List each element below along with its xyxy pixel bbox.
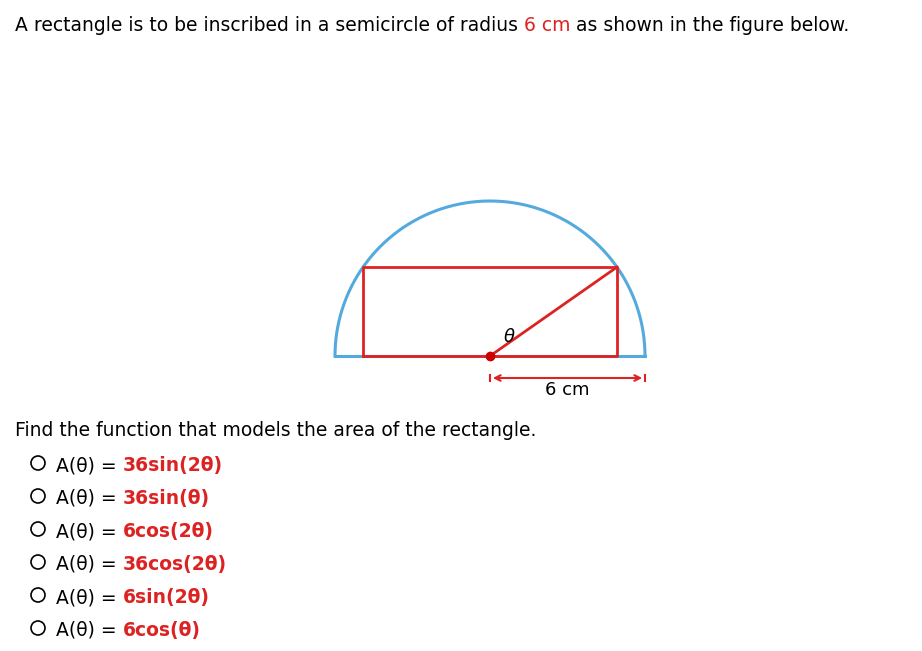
Text: as shown in the figure below.: as shown in the figure below. [571,16,850,35]
Text: 36sin(θ): 36sin(θ) [123,489,209,508]
Text: A(θ) =: A(θ) = [56,522,123,541]
Text: 6 cm: 6 cm [545,381,590,399]
Text: A(θ) =: A(θ) = [56,621,123,640]
Text: A rectangle is to be inscribed in a semicircle of radius: A rectangle is to be inscribed in a semi… [15,16,524,35]
Text: 36sin(2θ): 36sin(2θ) [123,456,223,475]
Text: 6sin(2θ): 6sin(2θ) [123,588,209,607]
Text: A(θ) =: A(θ) = [56,588,123,607]
Text: A(θ) =: A(θ) = [56,489,123,508]
Text: 6cos(2θ): 6cos(2θ) [123,522,214,541]
Text: 6 cm: 6 cm [524,16,571,35]
Text: Find the function that models the area of the rectangle.: Find the function that models the area o… [15,421,537,440]
Text: 6cos(θ): 6cos(θ) [123,621,201,640]
Text: A(θ) =: A(θ) = [56,456,123,475]
Text: A(θ) =: A(θ) = [56,555,123,574]
Text: 36cos(2θ): 36cos(2θ) [123,555,227,574]
Text: θ: θ [504,328,515,346]
